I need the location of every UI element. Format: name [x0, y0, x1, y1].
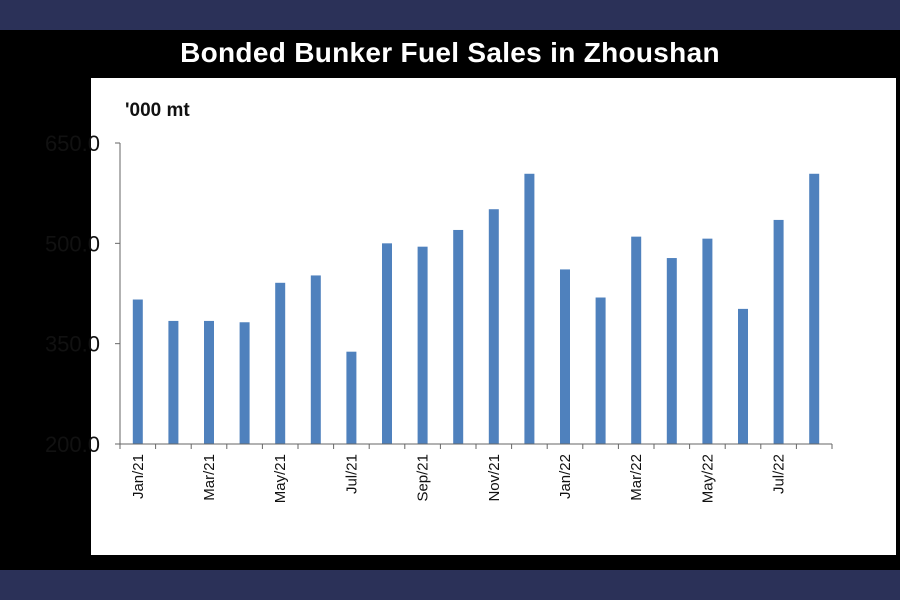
y-tick-label: 650.0 — [45, 131, 100, 156]
x-tick-label: May/21 — [272, 454, 289, 503]
x-tick-label: Nov/21 — [486, 454, 503, 502]
bar-Aug/21 — [382, 243, 392, 444]
x-tick-label: Sep/21 — [415, 454, 432, 502]
x-tick-label: Jul/22 — [771, 454, 788, 494]
x-tick-label: Jul/21 — [343, 454, 360, 494]
x-tick-label: Jan/21 — [130, 454, 147, 499]
bar-Feb/21 — [168, 320, 179, 444]
bar-May/21 — [275, 282, 286, 444]
x-tick-label: Mar/22 — [628, 454, 645, 501]
bar-Sep/21 — [417, 246, 428, 444]
bar-Apr/22 — [666, 258, 677, 444]
bar-Jan/21 — [132, 299, 143, 444]
bar-Nov/21 — [488, 209, 499, 444]
bar-Jun/21 — [310, 275, 321, 444]
bar-Jul/21 — [346, 351, 357, 444]
x-tick-label: Jan/22 — [557, 454, 574, 499]
chart-title: Bonded Bunker Fuel Sales in Zhoushan — [180, 37, 720, 68]
bar-Jan/22 — [560, 269, 570, 444]
y-axis-unit-label: '000 mt — [125, 100, 190, 121]
bar-Oct/21 — [453, 229, 464, 444]
x-tick-label: May/22 — [699, 454, 716, 503]
bar-Mar/22 — [631, 236, 642, 444]
y-tick-label: 200.0 — [45, 432, 100, 457]
bar-Apr/21 — [239, 322, 250, 444]
bar-Mar/21 — [204, 320, 214, 444]
bar-May/22 — [702, 238, 713, 444]
x-tick-label: Mar/21 — [201, 454, 218, 501]
bar-Jun/22 — [738, 308, 748, 444]
y-tick-label: 500.0 — [45, 231, 100, 256]
bar-Feb/22 — [595, 297, 606, 444]
bar-Dec/21 — [524, 173, 535, 444]
y-tick-label: 350.0 — [45, 332, 100, 357]
bar-Jul/22 — [773, 219, 784, 444]
bar-Aug/22 — [809, 173, 820, 444]
